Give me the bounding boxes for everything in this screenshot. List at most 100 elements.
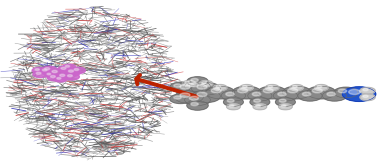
Circle shape <box>265 84 279 90</box>
Circle shape <box>327 92 335 96</box>
Circle shape <box>298 90 322 101</box>
Circle shape <box>56 73 72 80</box>
Circle shape <box>334 87 358 98</box>
Circle shape <box>268 86 273 88</box>
Circle shape <box>226 92 234 96</box>
Circle shape <box>61 67 66 69</box>
Circle shape <box>363 89 368 91</box>
Circle shape <box>221 90 245 101</box>
Circle shape <box>170 94 191 103</box>
Circle shape <box>240 84 253 90</box>
Circle shape <box>32 67 46 73</box>
Circle shape <box>36 72 41 74</box>
Circle shape <box>175 91 203 103</box>
Circle shape <box>180 85 190 89</box>
Circle shape <box>279 104 292 110</box>
Circle shape <box>253 104 266 110</box>
Circle shape <box>254 99 260 102</box>
Circle shape <box>192 90 220 102</box>
Circle shape <box>184 81 210 92</box>
Circle shape <box>170 82 191 92</box>
Circle shape <box>314 84 328 90</box>
Circle shape <box>238 88 248 93</box>
Circle shape <box>282 86 311 99</box>
Circle shape <box>202 82 206 84</box>
Circle shape <box>65 69 81 76</box>
Circle shape <box>60 74 65 76</box>
Circle shape <box>68 70 73 72</box>
Circle shape <box>74 68 79 70</box>
Circle shape <box>206 86 234 99</box>
Circle shape <box>187 77 208 86</box>
Circle shape <box>41 66 57 73</box>
Circle shape <box>62 64 76 70</box>
Circle shape <box>191 78 198 82</box>
Circle shape <box>33 71 48 78</box>
Circle shape <box>58 66 73 73</box>
Circle shape <box>342 87 376 101</box>
Circle shape <box>227 99 234 102</box>
Circle shape <box>47 73 51 75</box>
Circle shape <box>256 105 260 107</box>
Circle shape <box>248 90 272 101</box>
Circle shape <box>363 95 368 98</box>
Circle shape <box>229 105 234 107</box>
Circle shape <box>252 92 261 96</box>
Circle shape <box>185 82 189 84</box>
Circle shape <box>293 86 297 88</box>
Circle shape <box>189 83 198 87</box>
Circle shape <box>281 105 286 107</box>
Circle shape <box>39 68 54 74</box>
Circle shape <box>45 72 56 77</box>
Circle shape <box>242 86 247 88</box>
Circle shape <box>258 86 287 99</box>
Circle shape <box>223 98 243 106</box>
Circle shape <box>174 84 181 87</box>
Circle shape <box>51 76 55 78</box>
Circle shape <box>216 86 221 88</box>
Circle shape <box>276 98 295 106</box>
Circle shape <box>338 89 347 93</box>
Circle shape <box>54 76 67 82</box>
Circle shape <box>68 75 72 77</box>
Circle shape <box>263 88 273 93</box>
Circle shape <box>47 74 62 81</box>
Circle shape <box>45 68 50 70</box>
Circle shape <box>174 96 181 99</box>
Circle shape <box>279 99 286 102</box>
Circle shape <box>52 70 57 73</box>
Circle shape <box>290 84 304 90</box>
Circle shape <box>312 88 322 93</box>
Circle shape <box>180 93 190 97</box>
Circle shape <box>211 88 221 93</box>
Circle shape <box>250 98 270 106</box>
Circle shape <box>71 67 85 74</box>
Circle shape <box>302 92 311 96</box>
Circle shape <box>197 92 207 97</box>
Circle shape <box>48 69 65 76</box>
Circle shape <box>288 88 298 93</box>
Circle shape <box>64 73 79 80</box>
Circle shape <box>65 65 70 67</box>
Circle shape <box>42 69 47 71</box>
Circle shape <box>57 77 61 79</box>
Circle shape <box>278 92 286 96</box>
Circle shape <box>360 94 375 101</box>
Circle shape <box>191 102 198 106</box>
Circle shape <box>360 87 375 94</box>
Circle shape <box>192 82 220 95</box>
Circle shape <box>322 90 347 101</box>
Circle shape <box>175 82 203 95</box>
Circle shape <box>307 86 336 99</box>
Circle shape <box>317 86 322 88</box>
Circle shape <box>197 85 207 89</box>
Circle shape <box>199 81 213 86</box>
Circle shape <box>226 104 240 110</box>
Circle shape <box>187 101 208 110</box>
Circle shape <box>349 89 360 95</box>
Circle shape <box>213 84 227 90</box>
Circle shape <box>35 69 39 70</box>
Circle shape <box>182 81 196 86</box>
Circle shape <box>189 96 198 100</box>
Circle shape <box>232 86 261 99</box>
